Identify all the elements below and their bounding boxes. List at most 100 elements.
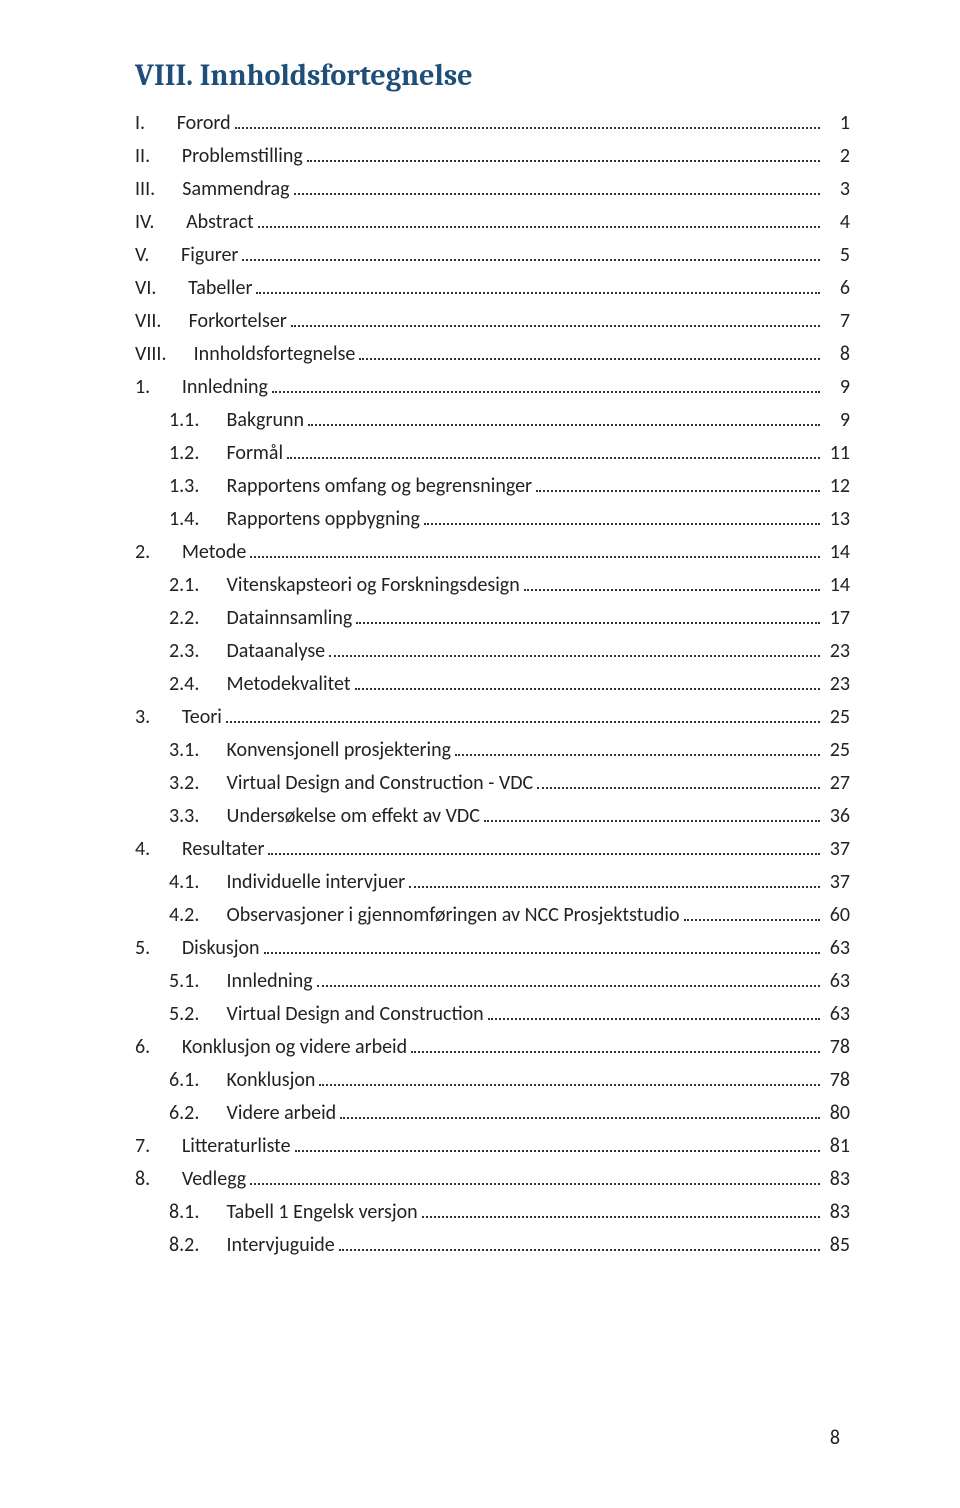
section-heading: VIII. Innholdsfortegnelse: [135, 58, 850, 93]
toc-entry-label: 7. Litteraturliste: [135, 1130, 291, 1163]
toc-entry[interactable]: 8.2. Intervjuguide 85: [135, 1229, 850, 1262]
toc-entry[interactable]: 8. Vedlegg 83: [135, 1163, 850, 1196]
toc-entry-page: 27: [824, 767, 850, 800]
toc-entry-page: 7: [824, 305, 850, 338]
toc-entry-label: 3.3. Undersøkelse om effekt av VDC: [169, 800, 480, 833]
toc-entry[interactable]: 1.3. Rapportens omfang og begrensninger1…: [135, 470, 850, 503]
toc-entry-label: 2.1. Vitenskapsteori og Forskningsdesign: [169, 569, 520, 602]
toc-leader-dots: [307, 160, 820, 162]
toc-leader-dots: [287, 457, 820, 459]
toc-entry-page: 83: [824, 1196, 850, 1229]
toc-entry-page: 23: [824, 668, 850, 701]
toc-entry-label: 8.1. Tabell 1 Engelsk versjon: [169, 1196, 418, 1229]
toc-entry-page: 3: [824, 173, 850, 206]
toc-entry[interactable]: 5.1. Innledning63: [135, 965, 850, 998]
toc-entry-label: 8.2. Intervjuguide: [169, 1229, 335, 1262]
toc-leader-dots: [295, 1150, 820, 1152]
toc-entry[interactable]: 3.2. Virtual Design and Construction - V…: [135, 767, 850, 800]
toc-entry[interactable]: 4.1. Individuelle intervjuer 37: [135, 866, 850, 899]
toc-entry-page: 23: [824, 635, 850, 668]
toc-entry[interactable]: 8.1. Tabell 1 Engelsk versjon 83: [135, 1196, 850, 1229]
toc-entry-page: 37: [824, 833, 850, 866]
toc-entry-page: 85: [824, 1229, 850, 1262]
toc-leader-dots: [294, 193, 820, 195]
toc-entry-page: 81: [824, 1130, 850, 1163]
toc-entry-label: 5.2. Virtual Design and Construction: [169, 998, 484, 1031]
toc-entry[interactable]: 6. Konklusjon og videre arbeid 78: [135, 1031, 850, 1064]
toc-entry-page: 78: [824, 1031, 850, 1064]
toc-entry-label: 2.3. Dataanalyse: [169, 635, 325, 668]
toc-entry[interactable]: V. Figurer 5: [135, 239, 850, 272]
toc-leader-dots: [250, 556, 820, 558]
toc-entry[interactable]: VII. Forkortelser7: [135, 305, 850, 338]
toc-entry[interactable]: 2. Metode14: [135, 536, 850, 569]
table-of-contents: I. Forord1II. Problemstilling 2III. Samme…: [135, 107, 850, 1262]
toc-entry-page: 17: [824, 602, 850, 635]
toc-entry[interactable]: 6.2. Videre arbeid80: [135, 1097, 850, 1130]
toc-entry[interactable]: 2.2. Datainnsamling17: [135, 602, 850, 635]
toc-entry[interactable]: 3. Teori25: [135, 701, 850, 734]
toc-entry[interactable]: 6.1. Konklusjon78: [135, 1064, 850, 1097]
toc-leader-dots: [291, 325, 820, 327]
toc-entry[interactable]: 2.1. Vitenskapsteori og Forskningsdesign…: [135, 569, 850, 602]
toc-entry-page: 11: [824, 437, 850, 470]
toc-entry[interactable]: 2.4. Metodekvalitet23: [135, 668, 850, 701]
toc-entry[interactable]: IV. Abstract4: [135, 206, 850, 239]
toc-entry-label: 1.3. Rapportens omfang og begrensninger: [169, 470, 532, 503]
toc-leader-dots: [329, 655, 820, 657]
toc-entry-label: 4.1. Individuelle intervjuer: [169, 866, 405, 899]
toc-entry-page: 63: [824, 998, 850, 1031]
toc-entry[interactable]: II. Problemstilling 2: [135, 140, 850, 173]
toc-entry-page: 9: [824, 404, 850, 437]
toc-entry[interactable]: 5. Diskusjon63: [135, 932, 850, 965]
toc-entry-page: 5: [824, 239, 850, 272]
toc-entry-label: 1. Innledning: [135, 371, 268, 404]
toc-entry-label: 4. Resultater: [135, 833, 264, 866]
toc-leader-dots: [317, 985, 820, 987]
toc-entry-page: 63: [824, 965, 850, 998]
toc-leader-dots: [319, 1084, 820, 1086]
toc-entry-label: 4.2. Observasjoner i gjennomføringen av …: [169, 899, 680, 932]
toc-leader-dots: [264, 952, 820, 954]
toc-leader-dots: [684, 919, 820, 921]
toc-leader-dots: [235, 127, 820, 129]
toc-entry-label: VIII. Innholdsfortegnelse: [135, 338, 355, 371]
toc-entry-label: V. Figurer: [135, 239, 238, 272]
toc-entry-label: 6.1. Konklusjon: [169, 1064, 315, 1097]
toc-entry-label: 3.1. Konvensjonell prosjektering: [169, 734, 451, 767]
toc-entry[interactable]: III. Sammendrag3: [135, 173, 850, 206]
toc-entry[interactable]: 5.2. Virtual Design and Construction 63: [135, 998, 850, 1031]
toc-leader-dots: [256, 292, 820, 294]
toc-entry-label: 6. Konklusjon og videre arbeid: [135, 1031, 407, 1064]
toc-entry-page: 83: [824, 1163, 850, 1196]
toc-entry[interactable]: 1.2. Formål 11: [135, 437, 850, 470]
toc-entry[interactable]: 3.3. Undersøkelse om effekt av VDC36: [135, 800, 850, 833]
toc-leader-dots: [424, 523, 820, 525]
toc-entry-label: 1.2. Formål: [169, 437, 283, 470]
toc-entry-page: 37: [824, 866, 850, 899]
toc-entry[interactable]: 7. Litteraturliste 81: [135, 1130, 850, 1163]
toc-entry-label: IV. Abstract: [135, 206, 254, 239]
toc-leader-dots: [536, 490, 820, 492]
toc-leader-dots: [355, 688, 820, 690]
toc-entry[interactable]: 2.3. Dataanalyse 23: [135, 635, 850, 668]
toc-entry-page: 2: [824, 140, 850, 173]
toc-entry[interactable]: 4.2. Observasjoner i gjennomføringen av …: [135, 899, 850, 932]
toc-entry[interactable]: I. Forord1: [135, 107, 850, 140]
toc-entry-label: 5. Diskusjon: [135, 932, 260, 965]
toc-entry-page: 14: [824, 536, 850, 569]
toc-entry[interactable]: VI. Tabeller6: [135, 272, 850, 305]
toc-entry[interactable]: 1. Innledning9: [135, 371, 850, 404]
toc-entry-page: 13: [824, 503, 850, 536]
toc-entry-label: II. Problemstilling: [135, 140, 303, 173]
toc-entry[interactable]: 3.1. Konvensjonell prosjektering25: [135, 734, 850, 767]
toc-entry[interactable]: 1.1. Bakgrunn9: [135, 404, 850, 437]
toc-entry[interactable]: VIII. Innholdsfortegnelse8: [135, 338, 850, 371]
toc-leader-dots: [272, 391, 820, 393]
toc-entry-page: 25: [824, 701, 850, 734]
toc-leader-dots: [488, 1018, 820, 1020]
toc-entry-label: 8. Vedlegg: [135, 1163, 246, 1196]
toc-entry-page: 60: [824, 899, 850, 932]
toc-entry[interactable]: 4. Resultater 37: [135, 833, 850, 866]
toc-entry[interactable]: 1.4. Rapportens oppbygning13: [135, 503, 850, 536]
